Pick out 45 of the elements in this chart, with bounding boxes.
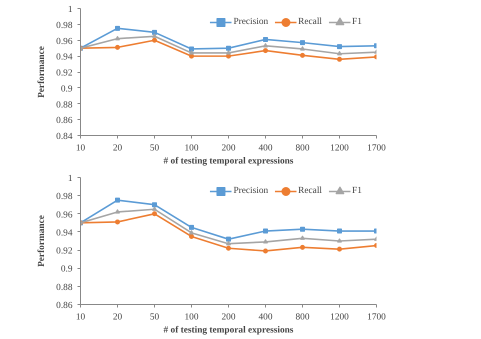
legend-label: Recall <box>298 17 322 27</box>
x-tick-label: 800 <box>296 144 310 154</box>
x-tick-label: 200 <box>222 312 236 322</box>
y-tick-label: 0.88 <box>56 100 73 110</box>
x-tick-label: 1700 <box>367 144 386 154</box>
x-tick-label: 100 <box>184 144 199 154</box>
x-tick-label: 50 <box>150 144 160 154</box>
y-tick-label: 0.84 <box>56 132 73 142</box>
y-axis-title: Performance <box>37 46 48 98</box>
x-tick-label: 1700 <box>367 312 386 322</box>
y-tick-label: 1 <box>68 174 73 184</box>
legend-label: Precision <box>233 17 268 27</box>
y-tick-label: 1 <box>68 5 73 15</box>
x-tick-label: 1200 <box>330 144 350 154</box>
y-axis-title: Performance <box>37 215 48 267</box>
y-tick-label: 0.92 <box>56 68 73 78</box>
y-tick-label: 0.86 <box>56 301 73 311</box>
x-tick-label: 50 <box>150 312 160 322</box>
y-tick-label: 0.94 <box>56 52 73 63</box>
legend-label: F1 <box>352 17 363 27</box>
x-tick-label: 800 <box>296 312 310 322</box>
x-tick-label: 10 <box>76 312 86 322</box>
y-tick-label: 0.96 <box>56 36 73 47</box>
x-tick-label: 1200 <box>330 312 350 322</box>
x-tick-label: 20 <box>112 144 122 154</box>
x-tick-label: 100 <box>184 312 199 322</box>
legend-label: Precision <box>233 186 268 196</box>
y-tick-label: 0.86 <box>56 116 73 126</box>
y-tick-label: 0.98 <box>56 192 73 202</box>
x-axis-title: # of testing temporal expressions <box>164 326 294 336</box>
y-tick-label: 0.9 <box>60 264 73 275</box>
y-tick-label: 0.94 <box>56 228 73 238</box>
x-axis-title: # of testing temporal expressions <box>164 156 294 166</box>
y-tick-label: 0.96 <box>56 210 73 220</box>
y-tick-label: 0.92 <box>56 246 73 257</box>
x-tick-label: 400 <box>258 144 273 154</box>
legend-label: Recall <box>298 186 322 196</box>
x-tick-label: 200 <box>222 144 236 154</box>
x-tick-label: 400 <box>258 312 273 322</box>
x-tick-label: 20 <box>112 312 122 322</box>
legend-label: F1 <box>352 186 363 196</box>
y-tick-label: 0.88 <box>56 282 73 293</box>
y-tick-label: 0.9 <box>60 84 73 94</box>
x-tick-label: 10 <box>76 144 86 154</box>
y-tick-label: 0.98 <box>56 20 73 31</box>
